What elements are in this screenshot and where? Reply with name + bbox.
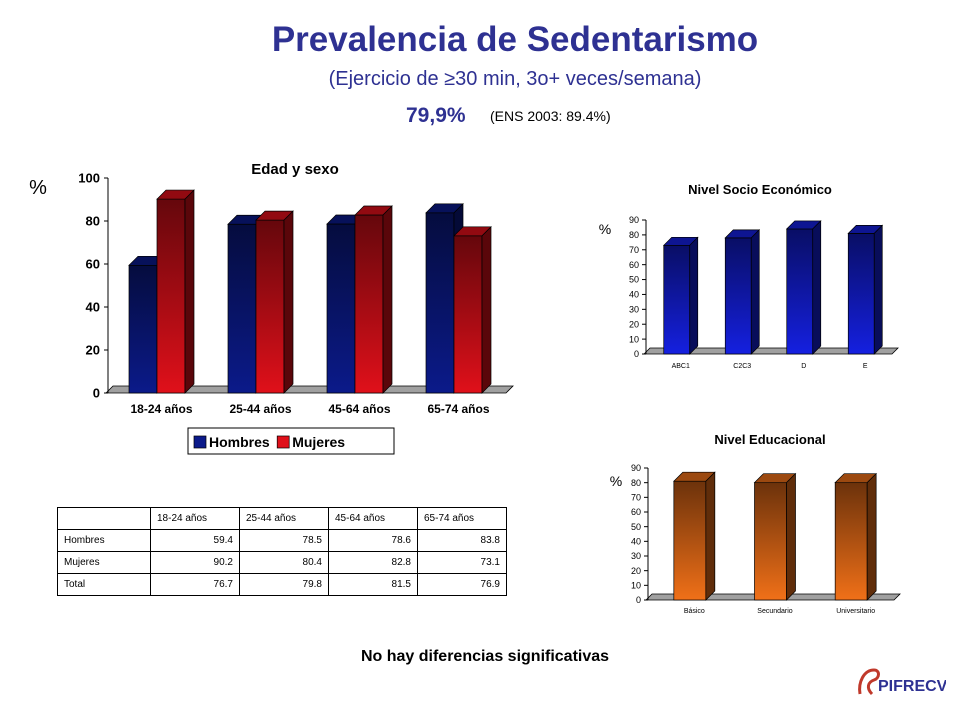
- table-row: Mujeres 90.2 80.4 82.8 73.1: [57, 551, 507, 574]
- y-tick-label: 0: [634, 349, 639, 359]
- y-tick-label: 40: [86, 300, 100, 315]
- legend-label: Hombres: [209, 434, 270, 450]
- chart-title: Nivel Educacional: [714, 432, 825, 447]
- bar: [354, 205, 393, 394]
- bar: [662, 236, 699, 355]
- y-tick-label: 90: [629, 215, 639, 225]
- y-tick-label: 50: [629, 275, 639, 285]
- table-corner-cell: [57, 507, 151, 530]
- x-tick-label: Secundario: [757, 608, 793, 615]
- table-row-label: Hombres: [57, 529, 151, 552]
- y-tick-label: 40: [629, 290, 639, 300]
- bar: [453, 225, 492, 394]
- x-tick-label: 18-24 años: [130, 402, 192, 416]
- y-tick-label: 20: [86, 343, 100, 358]
- table-cell: 80.4: [239, 551, 329, 574]
- y-tick-label: 80: [86, 214, 100, 229]
- bar: [847, 224, 884, 355]
- y-tick-label: 80: [631, 478, 641, 488]
- bar: [672, 471, 716, 601]
- table-column-header: 65-74 años: [417, 507, 507, 530]
- bar: [255, 210, 294, 394]
- chart-edad-sexo: 0 20 40 60 80 100 18-24 años 25-44 años 45-64 añ…: [29, 161, 514, 455]
- legend-box: [187, 427, 395, 455]
- table-header-row: 18-24 años 25-44 años 45-64 años 65-74 a…: [57, 507, 507, 530]
- table-column-header: 45-64 años: [328, 507, 418, 530]
- y-axis-label: %: [29, 177, 47, 199]
- y-tick-label: 30: [629, 304, 639, 314]
- y-tick-label: 0: [636, 595, 641, 605]
- x-tick-label: 25-44 años: [229, 402, 291, 416]
- table-cell: 90.2: [150, 551, 240, 574]
- y-tick-label: 60: [629, 260, 639, 270]
- table-row: Hombres 59.4 78.5 78.6 83.8: [57, 529, 507, 552]
- y-tick-label: 10: [629, 334, 639, 344]
- table-cell: 76.9: [417, 573, 507, 596]
- table-cell: 78.5: [239, 529, 329, 552]
- bar: [785, 220, 822, 355]
- table-row-label: Mujeres: [57, 551, 151, 574]
- overall-reference: (ENS 2003: 89.4%): [490, 108, 611, 124]
- y-tick-label: 60: [86, 257, 100, 272]
- x-tick-label: 65-74 años: [427, 402, 489, 416]
- table-column-header: 25-44 años: [239, 507, 329, 530]
- y-tick-label: 60: [631, 507, 641, 517]
- table-cell: 79.8: [239, 573, 329, 596]
- y-tick-label: 50: [631, 522, 641, 532]
- y-tick-label: 40: [631, 536, 641, 546]
- y-tick-label: 0: [93, 386, 100, 401]
- chart-title: Edad y sexo: [251, 161, 339, 178]
- x-tick-label: Universitario: [836, 608, 875, 615]
- pifrecv-logo: PIFRECV: [858, 668, 946, 696]
- table-cell: 73.1: [417, 551, 507, 574]
- legend-swatch: [276, 435, 290, 449]
- table-cell: 82.8: [328, 551, 418, 574]
- legend-label: Mujeres: [292, 434, 345, 450]
- bar: [156, 189, 195, 394]
- y-tick-label: 100: [78, 171, 100, 186]
- y-axis-label: %: [610, 473, 622, 489]
- table-row-label: Total: [57, 573, 151, 596]
- overall-prevalence: 79,9%: [406, 104, 466, 127]
- table-cell: 83.8: [417, 529, 507, 552]
- footer-note: No hay diferencias significativas: [360, 648, 610, 665]
- y-tick-label: 90: [631, 463, 641, 473]
- chart-nivel-educacional: 0 10 20 30 40 50 60 70 80 90 Básico Secundario Unive…: [610, 432, 901, 615]
- x-tick-label: Básico: [684, 608, 705, 615]
- table-cell: 78.6: [328, 529, 418, 552]
- y-tick-label: 80: [629, 230, 639, 240]
- chart-title: Nivel Socio Económico: [688, 182, 832, 197]
- x-tick-label: E: [863, 363, 868, 370]
- bar: [753, 472, 797, 601]
- bar: [834, 472, 878, 601]
- x-tick-label: C2C3: [733, 363, 751, 370]
- x-tick-label: 45-64 años: [328, 402, 390, 416]
- y-tick-label: 10: [631, 580, 641, 590]
- y-tick-label: 20: [629, 319, 639, 329]
- y-tick-label: 20: [631, 566, 641, 576]
- table-cell: 59.4: [150, 529, 240, 552]
- data-table: 18-24 años 25-44 años 45-64 años 65-74 a…: [57, 507, 507, 596]
- legend-swatch: [193, 435, 207, 449]
- x-tick-label: ABC1: [672, 363, 690, 370]
- logo-text: PIFRECV: [878, 678, 946, 695]
- table-row: Total 76.7 79.8 81.5 76.9: [57, 573, 507, 596]
- page-subtitle: (Ejercicio de ≥30 min, 3o+ veces/semana): [328, 68, 702, 90]
- page-title: Prevalencia de Sedentarismo: [271, 20, 759, 59]
- y-tick-label: 70: [631, 492, 641, 502]
- table-cell: 76.7: [150, 573, 240, 596]
- chart-nivel-socio-economico: 0 10 20 30 40 50 60 70 80 90 ABC1 C2C3 D E Nivel Socio…: [599, 182, 899, 370]
- y-axis-label: %: [599, 221, 611, 237]
- x-tick-label: D: [801, 363, 806, 370]
- bar: [724, 229, 761, 355]
- y-tick-label: 30: [631, 551, 641, 561]
- table-cell: 81.5: [328, 573, 418, 596]
- table-column-header: 18-24 años: [150, 507, 240, 530]
- y-tick-label: 70: [629, 245, 639, 255]
